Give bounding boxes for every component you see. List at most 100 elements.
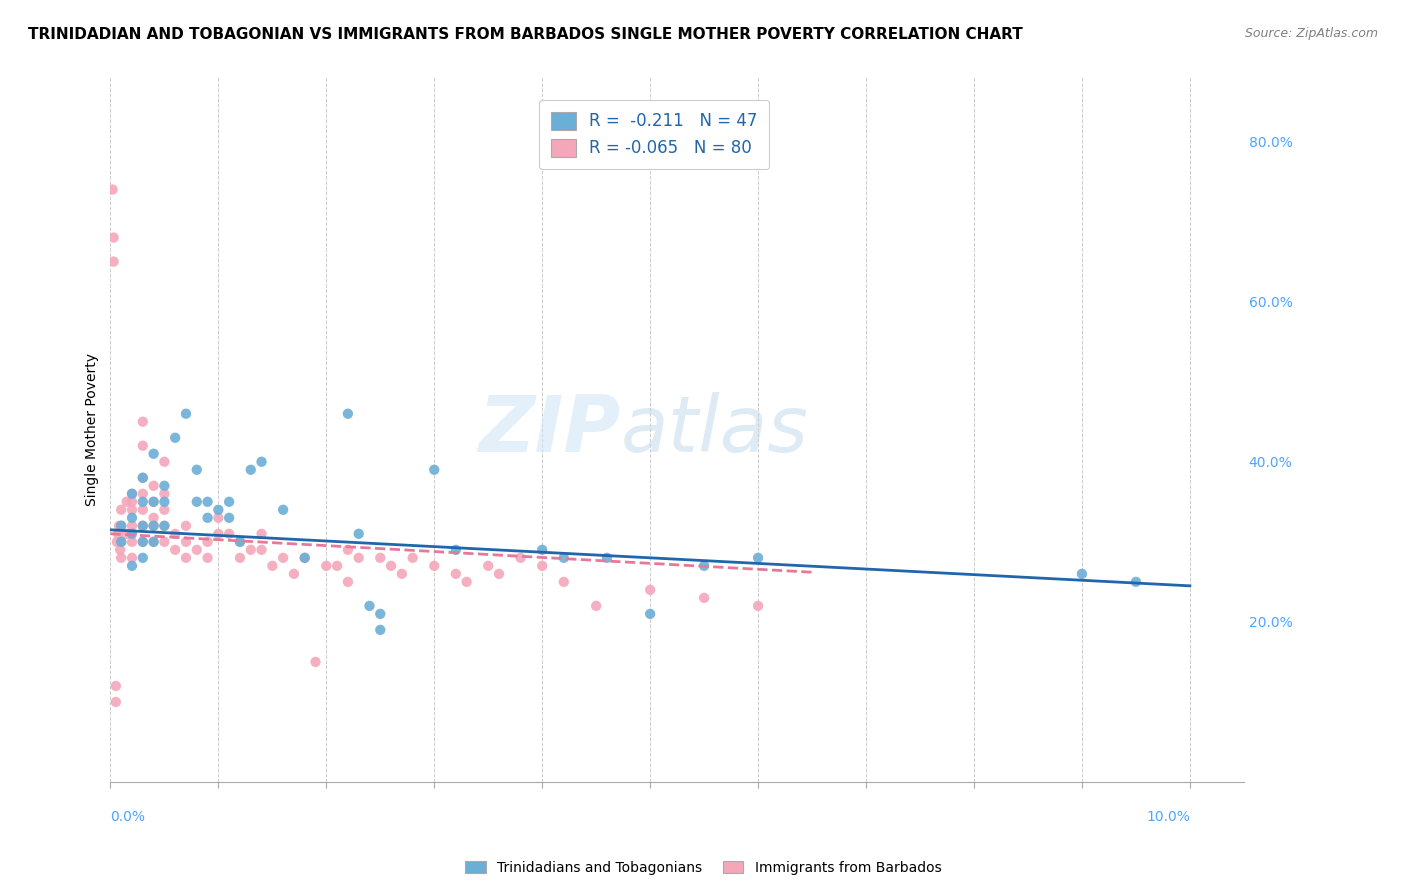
Text: ZIP: ZIP bbox=[478, 392, 620, 467]
Point bbox=[110, 518, 132, 533]
Point bbox=[304, 655, 326, 669]
Point bbox=[104, 695, 127, 709]
Point bbox=[294, 550, 316, 565]
Point bbox=[347, 526, 370, 541]
Text: TRINIDADIAN AND TOBAGONIAN VS IMMIGRANTS FROM BARBADOS SINGLE MOTHER POVERTY COR: TRINIDADIAN AND TOBAGONIAN VS IMMIGRANTS… bbox=[28, 27, 1024, 42]
Point bbox=[132, 495, 155, 509]
Text: Source: ZipAtlas.com: Source: ZipAtlas.com bbox=[1244, 27, 1378, 40]
Point bbox=[132, 439, 155, 453]
Point bbox=[132, 534, 155, 549]
Point bbox=[477, 558, 499, 573]
Point bbox=[110, 518, 132, 533]
Point bbox=[262, 558, 284, 573]
Point bbox=[132, 550, 155, 565]
Point bbox=[391, 566, 413, 581]
Point bbox=[380, 558, 402, 573]
Point bbox=[359, 599, 381, 613]
Point bbox=[165, 526, 187, 541]
Point bbox=[132, 415, 155, 429]
Point bbox=[197, 534, 219, 549]
Point bbox=[108, 542, 131, 557]
Point bbox=[132, 503, 155, 517]
Point bbox=[115, 526, 138, 541]
Point bbox=[693, 591, 716, 605]
Point bbox=[132, 487, 155, 501]
Point bbox=[1071, 566, 1094, 581]
Point bbox=[207, 503, 229, 517]
Point bbox=[110, 503, 132, 517]
Point bbox=[186, 495, 208, 509]
Point bbox=[553, 550, 575, 565]
Point bbox=[456, 574, 478, 589]
Point bbox=[108, 518, 131, 533]
Point bbox=[142, 510, 165, 524]
Point bbox=[250, 542, 273, 557]
Point bbox=[142, 518, 165, 533]
Point bbox=[207, 510, 229, 524]
Point bbox=[132, 534, 155, 549]
Point bbox=[239, 542, 262, 557]
Point bbox=[531, 542, 554, 557]
Point bbox=[121, 495, 143, 509]
Point bbox=[174, 518, 197, 533]
Point bbox=[153, 534, 176, 549]
Point bbox=[638, 582, 661, 597]
Legend: R =  -0.211   N = 47, R = -0.065   N = 80: R = -0.211 N = 47, R = -0.065 N = 80 bbox=[540, 100, 769, 169]
Point bbox=[423, 558, 446, 573]
Point bbox=[121, 487, 143, 501]
Point bbox=[197, 495, 219, 509]
Point bbox=[509, 550, 531, 565]
Point bbox=[229, 550, 252, 565]
Point bbox=[197, 510, 219, 524]
Point bbox=[553, 574, 575, 589]
Point bbox=[115, 495, 138, 509]
Point bbox=[585, 599, 607, 613]
Point bbox=[101, 182, 124, 196]
Point bbox=[250, 455, 273, 469]
Point bbox=[444, 566, 467, 581]
Point bbox=[401, 550, 423, 565]
Point bbox=[121, 487, 143, 501]
Point bbox=[142, 534, 165, 549]
Point bbox=[174, 534, 197, 549]
Point bbox=[110, 534, 132, 549]
Point bbox=[103, 230, 125, 244]
Point bbox=[165, 431, 187, 445]
Point bbox=[186, 463, 208, 477]
Point bbox=[444, 542, 467, 557]
Point bbox=[218, 526, 240, 541]
Point bbox=[105, 534, 128, 549]
Point bbox=[103, 254, 125, 268]
Point bbox=[142, 479, 165, 493]
Point bbox=[121, 503, 143, 517]
Point bbox=[186, 542, 208, 557]
Point bbox=[153, 479, 176, 493]
Point bbox=[218, 510, 240, 524]
Point bbox=[132, 518, 155, 533]
Point bbox=[1125, 574, 1147, 589]
Point bbox=[121, 510, 143, 524]
Point bbox=[142, 534, 165, 549]
Point bbox=[326, 558, 349, 573]
Point bbox=[638, 607, 661, 621]
Point bbox=[488, 566, 510, 581]
Point bbox=[104, 679, 127, 693]
Point bbox=[142, 495, 165, 509]
Point bbox=[315, 558, 337, 573]
Point bbox=[174, 550, 197, 565]
Point bbox=[368, 623, 391, 637]
Point bbox=[336, 542, 359, 557]
Point bbox=[153, 518, 176, 533]
Point bbox=[207, 526, 229, 541]
Point bbox=[423, 463, 446, 477]
Point bbox=[121, 534, 143, 549]
Point bbox=[121, 550, 143, 565]
Point bbox=[153, 495, 176, 509]
Point bbox=[250, 526, 273, 541]
Point bbox=[132, 471, 155, 485]
Point bbox=[271, 503, 294, 517]
Point bbox=[142, 447, 165, 461]
Point bbox=[110, 534, 132, 549]
Point bbox=[283, 566, 305, 581]
Point bbox=[121, 526, 143, 541]
